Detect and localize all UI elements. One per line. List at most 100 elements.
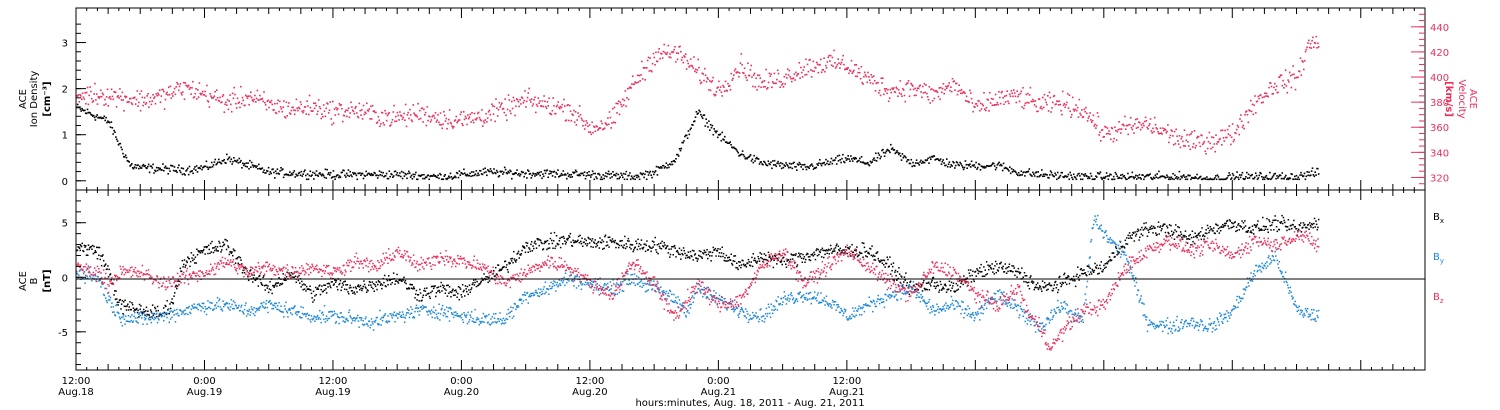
data-point — [1152, 127, 1154, 130]
data-point — [1268, 219, 1270, 221]
data-point — [1010, 89, 1013, 92]
data-point — [700, 81, 703, 84]
data-point — [931, 100, 934, 102]
data-point — [1115, 173, 1118, 175]
data-point — [1133, 132, 1135, 134]
data-point — [1286, 229, 1288, 232]
data-point — [665, 53, 668, 56]
data-point — [754, 160, 756, 162]
data-point — [1028, 102, 1030, 104]
data-point — [449, 291, 451, 293]
data-point — [273, 109, 275, 111]
data-point — [393, 104, 395, 107]
data-point — [1090, 271, 1092, 273]
density-tick-label: 2 — [62, 85, 68, 96]
data-point — [626, 245, 628, 248]
data-point — [550, 172, 552, 175]
data-point — [127, 160, 130, 162]
data-point — [1257, 220, 1259, 222]
data-point — [443, 175, 446, 177]
data-point — [215, 248, 217, 250]
data-point — [1204, 177, 1206, 179]
data-point — [821, 162, 824, 165]
data-point — [1223, 140, 1226, 142]
data-point — [583, 120, 585, 123]
data-point — [488, 276, 490, 279]
data-point — [1211, 146, 1214, 149]
data-point — [1037, 288, 1040, 291]
data-point — [1188, 174, 1190, 177]
data-point — [1194, 176, 1197, 178]
data-point — [1192, 146, 1194, 148]
data-point — [1030, 100, 1032, 103]
data-point — [1181, 238, 1184, 240]
data-point — [472, 171, 475, 173]
data-point — [763, 80, 766, 82]
data-point — [508, 171, 510, 174]
data-point — [1044, 173, 1047, 175]
data-point — [927, 157, 929, 160]
data-point — [710, 126, 713, 129]
data-point — [96, 103, 99, 105]
data-point — [487, 111, 490, 113]
data-point — [923, 287, 926, 290]
data-point — [789, 75, 791, 78]
data-point — [1267, 178, 1269, 181]
data-point — [813, 70, 815, 73]
data-point — [635, 174, 637, 177]
data-point — [1045, 289, 1048, 291]
data-point — [1100, 261, 1102, 263]
data-point — [723, 259, 725, 262]
data-point — [1231, 226, 1234, 228]
data-point — [676, 153, 678, 156]
data-point — [212, 251, 215, 254]
data-point — [85, 102, 87, 105]
data-point — [859, 157, 861, 160]
data-point — [296, 276, 299, 278]
data-point — [1004, 101, 1007, 103]
data-point — [299, 174, 302, 177]
data-point — [856, 255, 859, 258]
data-point — [1236, 124, 1239, 127]
data-point — [682, 247, 685, 249]
data-point — [1156, 128, 1158, 130]
data-point — [674, 161, 676, 163]
data-point — [1158, 132, 1160, 135]
data-point — [1249, 174, 1252, 177]
data-point — [882, 148, 884, 151]
data-point — [1274, 89, 1277, 91]
data-point — [94, 250, 97, 252]
data-point — [1038, 98, 1041, 101]
data-point — [1027, 92, 1029, 95]
velocity-axis-label: ACE Velocity [km/s] — [1443, 79, 1478, 118]
data-point — [316, 113, 318, 115]
data-point — [741, 63, 743, 66]
data-point — [1022, 171, 1024, 174]
data-point — [910, 158, 913, 161]
data-point — [226, 99, 229, 101]
data-point — [1222, 178, 1224, 181]
data-point — [450, 122, 453, 125]
data-point — [917, 87, 920, 90]
data-point — [1284, 69, 1287, 71]
data-point — [974, 270, 977, 273]
data-point — [177, 166, 179, 169]
data-point — [585, 175, 588, 177]
data-point — [758, 74, 761, 77]
data-point — [224, 103, 226, 106]
data-point — [526, 177, 528, 179]
data-point — [1090, 175, 1093, 177]
data-point — [882, 259, 884, 261]
data-point — [443, 114, 446, 117]
data-point — [964, 160, 967, 162]
data-point — [1280, 221, 1283, 223]
data-point — [343, 288, 346, 290]
data-point — [1019, 92, 1022, 95]
data-point — [204, 165, 207, 168]
data-point — [640, 239, 643, 241]
data-point — [1181, 176, 1183, 179]
data-point — [578, 115, 580, 118]
data-point — [241, 167, 243, 169]
data-point — [966, 167, 968, 169]
data-point — [963, 275, 965, 277]
